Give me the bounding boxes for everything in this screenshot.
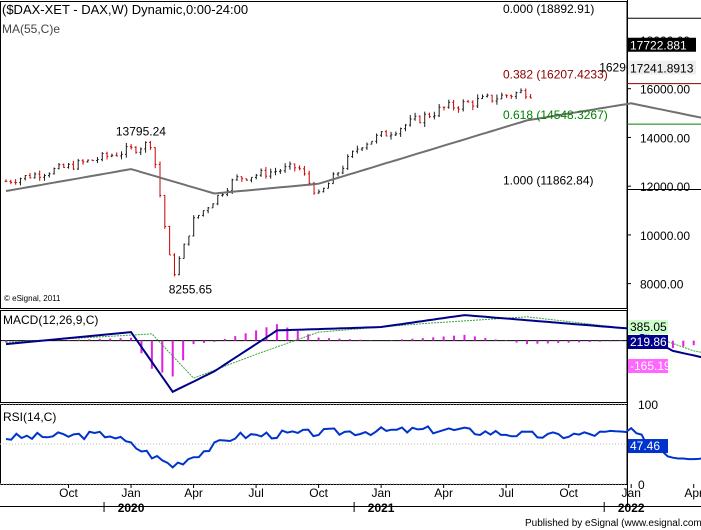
price-annotation: 13795.24 — [116, 124, 166, 138]
ma-55-line — [5, 102, 701, 195]
last-price-box — [628, 60, 696, 75]
last-price-label: 17241.8913 — [630, 61, 694, 75]
price-tick-label: 14000.00 — [640, 131, 690, 145]
macd-value-label: 385.05 — [630, 320, 667, 334]
macd-line — [5, 314, 701, 394]
chart-title: ($DAX-XET - DAX,W) Dynamic,0:00-24:00 — [2, 2, 248, 17]
x-tick-label: Jan — [622, 486, 641, 500]
x-tick-label: Jul — [248, 486, 263, 500]
rsi-tick-label: 100 — [638, 398, 658, 412]
publisher-text: Published by eSignal (www.esignal.com) — [525, 518, 701, 529]
macd-value-box — [628, 359, 668, 373]
year-label: 2022 — [618, 501, 645, 515]
macd-value-label: -165.19 — [630, 359, 671, 373]
fib-level-label: 0.382 (16207.4233) — [503, 68, 608, 82]
x-tick-label: Apr — [684, 486, 701, 500]
last-price-label: 17722.881 — [630, 39, 687, 53]
rsi-title: RSI(14,C) — [3, 410, 56, 424]
x-tick-label: Apr — [434, 486, 453, 500]
ma-legend: MA(55,C)e — [2, 22, 60, 36]
year-label: 2020 — [118, 501, 145, 515]
rsi-value-box — [628, 439, 668, 454]
macd-title: MACD(12,26,9,C) — [3, 313, 98, 327]
price-annotation: 8255.65 — [169, 282, 213, 296]
macd-histogram — [5, 324, 695, 377]
x-tick-label: Oct — [59, 486, 78, 500]
last-price-box — [628, 37, 696, 52]
price-candles — [4, 88, 532, 277]
rsi-value-label: 47.46 — [630, 439, 660, 453]
pane-frame-0 — [0, 1, 628, 309]
rsi-tick-label: 0 — [638, 478, 645, 492]
x-tick-label: Oct — [309, 486, 328, 500]
fib-level-label: 0.618 (14548.3267) — [503, 108, 608, 122]
copyright-text: © eSignal, 2011 — [4, 294, 61, 303]
x-tick-label: Jan — [371, 486, 390, 500]
x-tick-label: Jan — [121, 486, 140, 500]
price-tick-label: 10000.00 — [640, 229, 690, 243]
price-tick-label: 12000.00 — [640, 180, 690, 194]
macd-value-label: 219.86 — [630, 335, 667, 349]
x-tick-label: Oct — [559, 486, 578, 500]
rsi-line — [5, 425, 701, 469]
year-label: 2021 — [368, 501, 395, 515]
price-tick-label: 16000.00 — [640, 83, 690, 97]
macd-value-box — [628, 320, 668, 334]
x-tick-label: Jul — [498, 486, 513, 500]
fib-level-label: 0.000 (18892.91) — [503, 2, 594, 16]
pane-frame-2 — [0, 404, 628, 485]
x-tick-label: Apr — [184, 486, 203, 500]
fib-level-label: 1.000 (11862.84) — [503, 174, 594, 188]
macd-value-box — [628, 335, 668, 349]
price-tick-label: 8000.00 — [640, 278, 684, 292]
